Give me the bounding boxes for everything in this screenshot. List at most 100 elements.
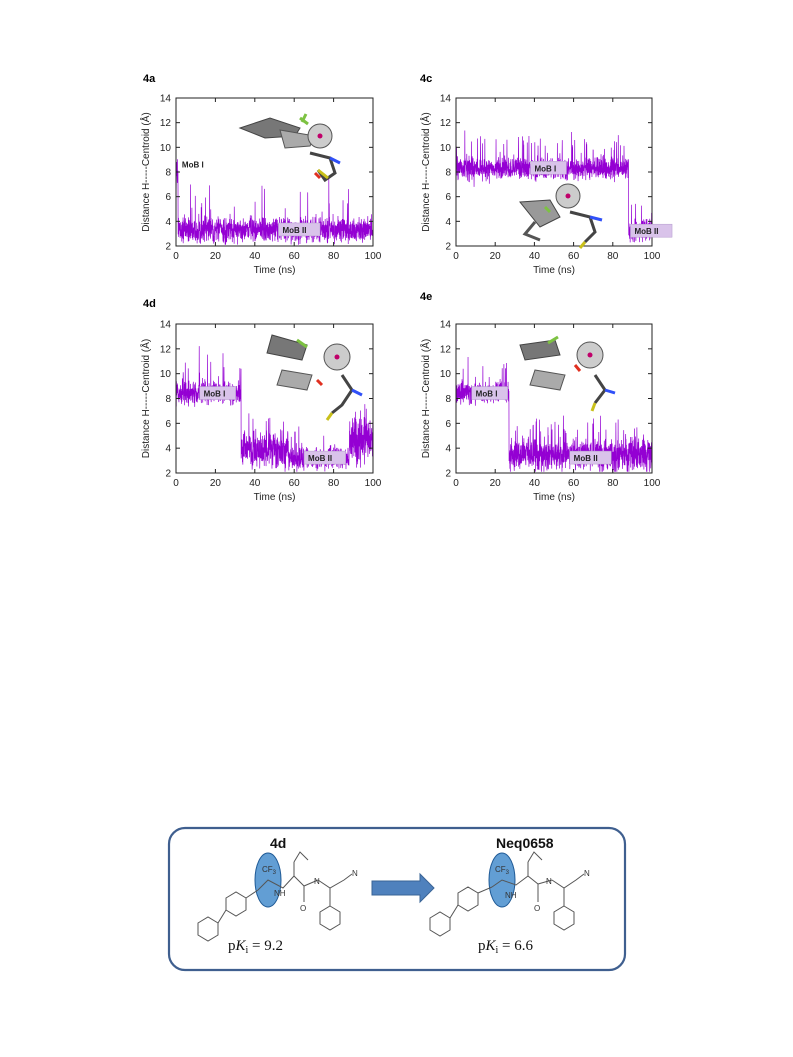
y-tick-label: 6 [165,192,171,203]
pki-k-4d: K [235,938,247,954]
y-tick-label: 8 [165,394,171,405]
compound-title-4d: 4d [270,835,286,851]
x-axis-title: Time (ns) [254,492,296,503]
x-tick-label: 40 [249,251,261,262]
transform-arrow [371,872,435,904]
molecule-render-4c [519,183,603,249]
x-tick-label: 60 [289,251,301,262]
cf3-text-neq0658: CF [495,865,506,874]
nh-label-4d: NH [274,889,286,898]
cf3-text-4d: CF [262,865,273,874]
y-tick-label: 4 [445,217,451,228]
x-tick-label: 0 [453,478,459,489]
biphenyl-neq0658 [429,851,585,937]
x-tick-label: 80 [607,478,619,489]
cf3-label-neq0658: CF3 [495,865,510,876]
x-tick-label: 20 [210,251,222,262]
x-tick-label: 60 [568,251,580,262]
nh-label-neq0658: NH [505,891,517,900]
y-tick-label: 14 [160,320,172,331]
x-tick-label: 60 [289,478,301,489]
x-tick-label: 40 [529,251,541,262]
x-tick-label: 80 [607,251,619,262]
y-tick-label: 2 [445,242,451,253]
state-label: MoB I [534,164,556,173]
y-tick-label: 6 [445,192,451,203]
y-tick-label: 14 [440,94,452,105]
x-tick-label: 100 [644,478,661,489]
x-axis-title: Time (ns) [254,265,296,276]
y-tick-label: 4 [165,444,171,455]
y-tick-label: 12 [160,344,172,355]
y-tick-label: 10 [160,369,172,380]
y-tick-label: 2 [165,242,171,253]
o-label-4d: O [300,904,306,913]
cn-label-neq0658: N [584,869,590,878]
pki-4d: pKi = 9.2 [228,938,283,956]
molecule-render-4a [238,113,341,183]
state-label-box [303,450,346,465]
y-tick-label: 4 [445,444,451,455]
state-label-box [530,161,567,175]
state-label: MoB II [634,227,658,236]
y-tick-label: 12 [440,344,452,355]
pki-neq0658: pKi = 6.6 [478,938,534,956]
panel-label-4a: 4a [143,73,156,85]
y-axis-title: Distance H-----Centroid (Å) [419,339,432,458]
x-tick-label: 100 [644,251,661,262]
x-tick-label: 80 [328,478,340,489]
x-tick-label: 60 [568,478,580,489]
n-label-neq0658: N [546,877,552,886]
x-tick-label: 20 [210,478,222,489]
y-tick-label: 8 [445,168,451,179]
comparison-scheme: 4d CF3 NH O N N pKi [167,826,627,972]
y-tick-label: 12 [160,118,172,129]
x-tick-label: 40 [529,478,541,489]
pki-prefix-neq0658: p [478,938,486,954]
state-label: MoB I [182,161,204,170]
panel-4a: 4a 0 20 40 60 80 100 2 4 6 8 10 12 14 Time (ns) Distanc… [139,73,382,276]
state-label-box [278,222,321,237]
o-label-neq0658: O [534,904,540,913]
series-line-4a [175,159,374,245]
pki-k-neq0658: K [485,938,497,954]
panel-4d: 4d 0 20 40 60 80 100 2 4 6 8 10 12 14 Time (ns) Distanc… [139,298,382,503]
state-label: MoB II [574,454,598,463]
molecule-render-4e [519,335,616,412]
molecule-render-4d [266,334,363,421]
x-tick-label: 0 [173,478,179,489]
state-label: MoB I [204,390,226,399]
x-tick-label: 0 [173,251,179,262]
pki-prefix-4d: p [228,938,236,954]
panel-4e: 4e 0 20 40 60 80 100 2 4 6 8 10 12 14 Time (ns) Distanc… [419,291,661,503]
panel-4c: 4c 0 20 40 60 80 100 2 4 6 8 10 12 14 Time (ns) Distanc… [419,73,673,276]
panel-label-4c: 4c [420,73,432,85]
panel-label-4e: 4e [420,291,432,303]
x-tick-label: 100 [365,478,382,489]
x-tick-label: 40 [249,478,261,489]
y-tick-label: 8 [445,394,451,405]
pki-sub-4d: i [246,945,249,956]
y-axis-title: Distance H-----Centroid (Å) [139,339,152,458]
biphenyl-4d [197,851,353,942]
x-tick-label: 80 [328,251,340,262]
y-tick-label: 14 [160,94,172,105]
pki-value-4d: = 9.2 [248,938,283,954]
x-tick-label: 20 [490,478,502,489]
state-label: MoB II [308,454,332,463]
n-label-4d: N [314,877,320,886]
y-tick-label: 10 [160,143,172,154]
state-label-box [471,386,508,400]
y-tick-label: 2 [445,469,451,480]
cf3-sub-4d: 3 [273,870,277,876]
compound-title-neq0658: Neq0658 [496,835,554,851]
y-tick-label: 8 [165,168,171,179]
y-tick-label: 2 [165,469,171,480]
cf3-label-4d: CF3 [262,865,277,876]
pki-sub-neq0658: i [496,945,499,956]
x-tick-label: 100 [365,251,382,262]
state-label: MoB II [282,226,306,235]
x-tick-label: 0 [453,251,459,262]
